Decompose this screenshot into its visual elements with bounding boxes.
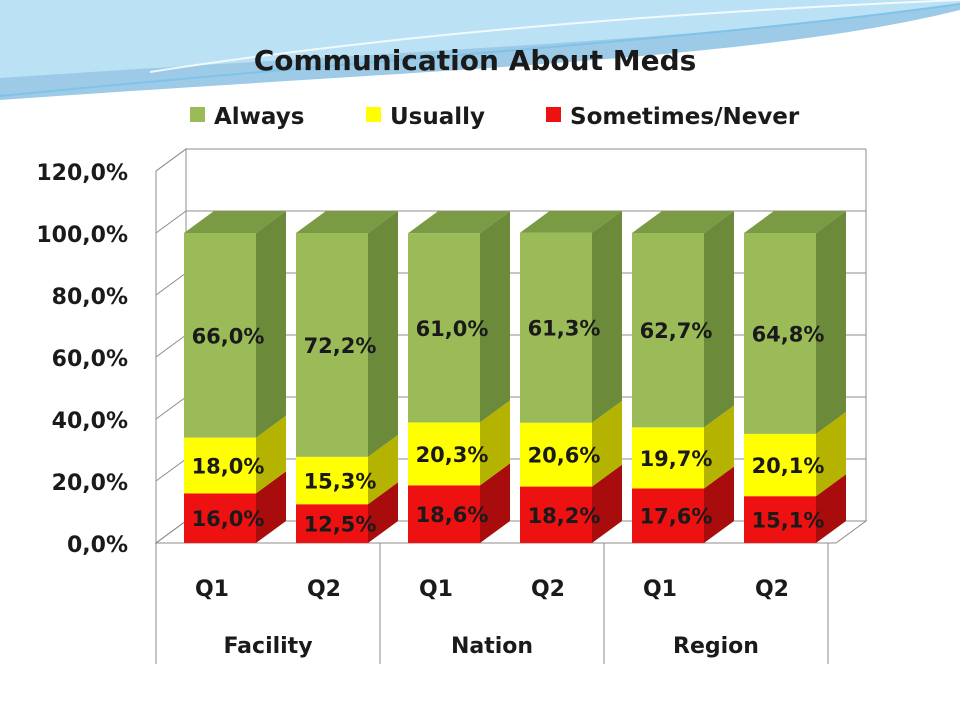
bar-segment-side bbox=[368, 211, 398, 457]
x-group-label: Nation bbox=[451, 634, 533, 659]
data-label: 15,1% bbox=[752, 509, 825, 533]
data-label: 72,2% bbox=[304, 334, 377, 358]
data-label: 17,6% bbox=[640, 505, 713, 529]
y-tick-label: 40,0% bbox=[52, 409, 128, 434]
legend-label: Sometimes/Never bbox=[570, 104, 800, 130]
data-label: 20,6% bbox=[528, 444, 601, 468]
bar-segment bbox=[520, 232, 592, 423]
bar-top-face bbox=[632, 211, 734, 233]
x-tick-label: Q2 bbox=[307, 577, 341, 602]
bar-segment bbox=[744, 496, 816, 543]
x-tick-label: Q2 bbox=[755, 577, 789, 602]
y-tick-label: 0,0% bbox=[67, 533, 128, 558]
data-label: 61,0% bbox=[416, 317, 489, 341]
bar-top-face bbox=[744, 211, 846, 233]
y-tick-label: 60,0% bbox=[52, 347, 128, 372]
bar-segment bbox=[184, 493, 256, 543]
x-tick-label: Q2 bbox=[531, 577, 565, 602]
bar-segment-side bbox=[368, 434, 398, 505]
bar-segment-side bbox=[256, 211, 286, 438]
bar-segment bbox=[520, 486, 592, 543]
bar-segment bbox=[408, 485, 480, 543]
data-label: 66,0% bbox=[192, 324, 265, 348]
y-tick-label: 100,0% bbox=[36, 223, 128, 248]
bar-series-group: 16,0% 18,0% 66,0% 12,5% 15,3% 72,2% 18,6% 20,3%… bbox=[184, 210, 846, 543]
bar-segment-side bbox=[704, 466, 734, 543]
data-label: 16,0% bbox=[192, 507, 265, 531]
bar-segment-side bbox=[592, 210, 622, 423]
legend-label: Usually bbox=[390, 104, 485, 130]
bar-segment-side bbox=[816, 411, 846, 497]
bar-segment-side bbox=[256, 415, 286, 494]
bar-segment bbox=[744, 433, 816, 497]
x-tick-label: Q1 bbox=[195, 577, 229, 602]
bar-segment bbox=[296, 504, 368, 543]
x-axis: Q1 Q2 Q1 Q2 Q1 Q2 Facility Nation Region bbox=[155, 543, 829, 664]
bar-segment-side bbox=[480, 463, 510, 543]
bar-segment bbox=[632, 427, 704, 489]
bar-segment-side bbox=[816, 474, 846, 543]
y-tick-label: 20,0% bbox=[52, 471, 128, 496]
data-label: 61,3% bbox=[528, 317, 601, 341]
bar-segment bbox=[408, 233, 480, 423]
bar-segment bbox=[184, 437, 256, 494]
bar-segment bbox=[632, 488, 704, 543]
gridline bbox=[155, 148, 866, 172]
header-swoosh bbox=[0, 0, 960, 100]
y-tick-label: 120,0% bbox=[36, 161, 128, 186]
bar-segment bbox=[632, 233, 704, 428]
bar-segment bbox=[744, 233, 816, 434]
data-label: 19,7% bbox=[640, 447, 713, 471]
bar-segment bbox=[408, 422, 480, 486]
bar-segment bbox=[296, 456, 368, 505]
data-label: 62,7% bbox=[640, 319, 713, 343]
y-tick-label: 80,0% bbox=[52, 285, 128, 310]
data-label: 15,3% bbox=[304, 470, 377, 494]
y-axis: 0,0% 20,0% 40,0% 60,0% 80,0% 100,0% 120,0% bbox=[36, 161, 128, 558]
legend-swatch bbox=[190, 107, 205, 122]
x-tick-label: Q1 bbox=[419, 577, 453, 602]
bar-segment-side bbox=[480, 400, 510, 486]
chart-title: Communication About Meds bbox=[254, 44, 697, 77]
data-label: 18,0% bbox=[192, 455, 265, 479]
bar-segment-side bbox=[816, 211, 846, 434]
bar-segment-side bbox=[592, 464, 622, 543]
bar-top-face bbox=[296, 211, 398, 233]
gridline bbox=[155, 210, 866, 234]
bar-segment bbox=[184, 233, 256, 438]
data-label: 12,5% bbox=[304, 513, 377, 537]
bar-top-face bbox=[408, 211, 510, 234]
bar-segment-side bbox=[704, 211, 734, 428]
bar-top-face bbox=[520, 210, 622, 233]
chart-legend: Always Usually Sometimes/Never bbox=[190, 104, 800, 130]
bar-segment-side bbox=[480, 211, 510, 423]
data-label: 64,8% bbox=[752, 322, 825, 346]
data-label: 18,6% bbox=[416, 503, 489, 527]
x-tick-label: Q1 bbox=[643, 577, 677, 602]
bar-segment bbox=[520, 422, 592, 487]
data-label: 18,2% bbox=[528, 504, 601, 528]
legend-label: Always bbox=[214, 104, 304, 130]
bar-segment-side bbox=[592, 400, 622, 487]
bar-segment-side bbox=[368, 482, 398, 543]
bar-segment-side bbox=[704, 405, 734, 489]
bar-segment bbox=[296, 233, 368, 457]
x-group-label: Facility bbox=[223, 634, 312, 659]
data-label: 20,3% bbox=[416, 443, 489, 467]
bar-top-face bbox=[184, 211, 286, 233]
legend-swatch bbox=[546, 107, 561, 122]
bar-segment-side bbox=[256, 471, 286, 543]
data-label: 20,1% bbox=[752, 454, 825, 478]
x-group-label: Region bbox=[673, 634, 759, 659]
legend-swatch bbox=[366, 107, 381, 122]
